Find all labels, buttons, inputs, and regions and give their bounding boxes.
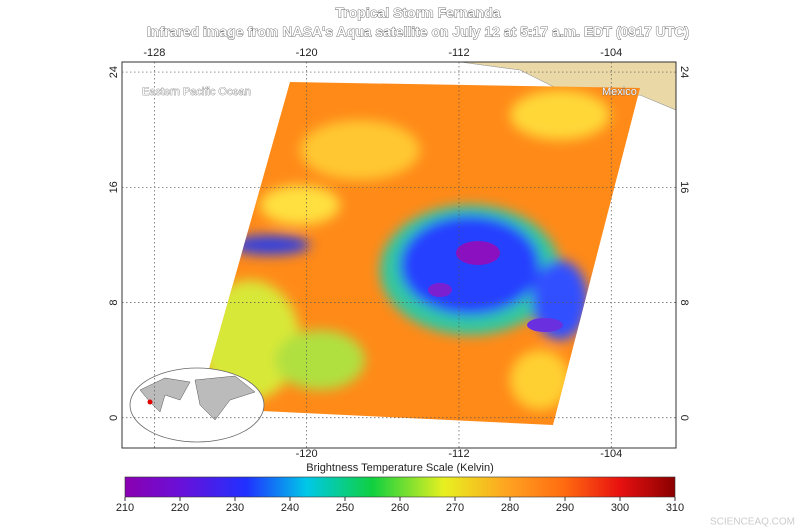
colorbar-tick-label: 280: [501, 502, 519, 514]
ocean-label: Eastern Pacific Ocean: [142, 86, 251, 98]
colorbar-tick-label: 240: [281, 502, 299, 514]
lon-tick-label: -112: [448, 448, 469, 460]
globe-inset: [129, 367, 265, 443]
lon-tick-label: -120: [296, 47, 318, 59]
lon-tick-label: -120: [296, 448, 318, 460]
colorbar-title: Brightness Temperature Scale (Kelvin): [306, 462, 494, 474]
lat-tick-label: 8: [108, 299, 120, 305]
title: Tropical Storm Fernanda: [336, 5, 501, 21]
colorbar-tick-label: 300: [611, 502, 629, 514]
colorbar-tick-label: 310: [666, 502, 684, 514]
map-frame: [121, 61, 677, 449]
lon-tick-label: -104: [600, 47, 622, 59]
subtitle: Infrared image from NASA's Aqua satellit…: [147, 24, 689, 40]
lat-tick-label: 0: [108, 415, 120, 421]
colorbar-tick-label: 260: [391, 502, 409, 514]
colorbar-tick-label: 270: [446, 502, 464, 514]
lat-tick-label: 0: [678, 415, 690, 421]
lat-tick-label: 24: [108, 66, 120, 78]
lon-tick-label: -112: [448, 47, 469, 59]
lat-tick-label: 24: [678, 66, 690, 78]
country-label: Mexico: [602, 86, 637, 98]
lat-tick-label: 16: [108, 181, 120, 193]
colorbar-tick-label: 220: [171, 502, 189, 514]
graticule: [122, 62, 676, 448]
lon-tick-label: -128: [143, 47, 165, 59]
watermark: SCIENCEAQ.COM: [710, 517, 795, 528]
colorbar-tick-label: 290: [556, 502, 574, 514]
map: [122, 62, 676, 448]
colorbar-tick-label: 210: [116, 502, 134, 514]
lat-tick-label: 16: [678, 181, 690, 193]
lon-tick-label: -104: [600, 448, 622, 460]
lat-tick-label: 8: [678, 299, 690, 305]
colorbar: [124, 476, 676, 498]
colorbar-tick-label: 230: [226, 502, 244, 514]
colorbar-tick-label: 250: [336, 502, 354, 514]
